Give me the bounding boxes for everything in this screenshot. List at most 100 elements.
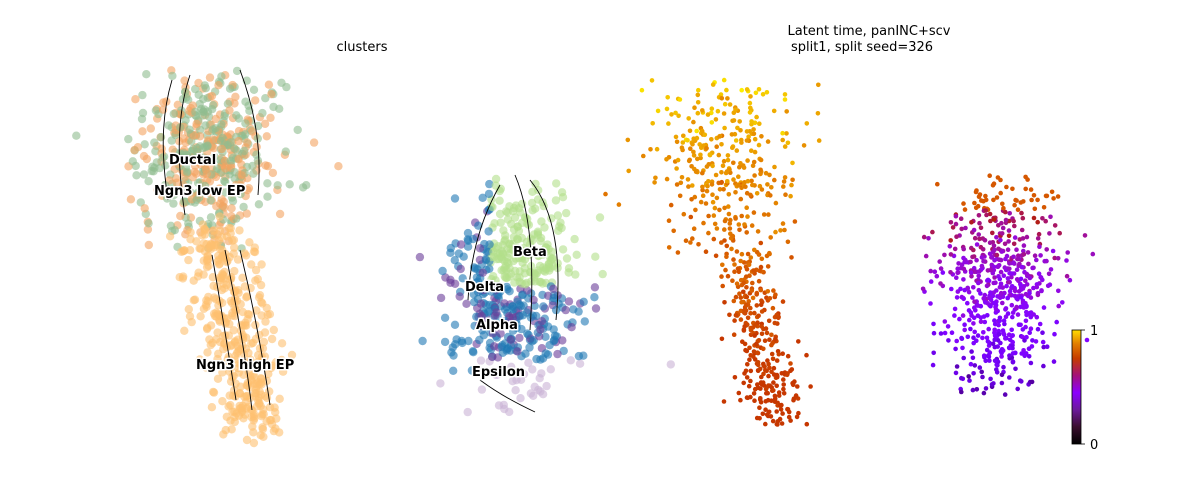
cell-point xyxy=(574,307,583,316)
cell-point xyxy=(675,250,681,255)
cell-point xyxy=(948,220,954,225)
cell-point xyxy=(235,359,244,368)
cell-point xyxy=(765,139,771,144)
cell-point xyxy=(781,377,786,382)
cell-point xyxy=(126,195,136,204)
cell-point xyxy=(985,301,990,306)
cell-point xyxy=(958,216,964,221)
cell-point xyxy=(254,200,264,209)
cell-point xyxy=(930,229,935,235)
cell-point xyxy=(1024,312,1029,318)
cell-point xyxy=(727,102,733,107)
cell-point xyxy=(719,336,725,342)
cell-point xyxy=(1047,282,1053,288)
cell-point xyxy=(938,281,943,286)
cell-point xyxy=(524,358,533,367)
cell-point xyxy=(745,315,751,321)
cell-point xyxy=(774,383,779,389)
cell-point xyxy=(945,324,951,329)
cell-point xyxy=(722,205,727,211)
cell-point xyxy=(541,332,550,341)
cell-point xyxy=(1029,197,1034,203)
cell-point xyxy=(720,163,726,168)
cell-point xyxy=(959,226,964,232)
cell-point xyxy=(1043,193,1049,199)
cell-point xyxy=(998,269,1004,275)
cell-point xyxy=(263,192,272,201)
cell-point xyxy=(1028,187,1034,192)
cell-point xyxy=(505,407,514,417)
cell-point xyxy=(737,119,742,124)
cell-point xyxy=(167,136,176,145)
cell-point xyxy=(549,284,558,293)
cell-point xyxy=(780,299,786,304)
cell-point xyxy=(153,185,162,194)
cell-point xyxy=(1016,289,1022,294)
cell-point xyxy=(1030,265,1035,271)
cell-point xyxy=(1005,295,1010,301)
cell-point xyxy=(272,357,281,367)
cell-point xyxy=(734,281,740,287)
cell-point xyxy=(726,192,732,197)
cell-point xyxy=(796,339,801,344)
cell-point xyxy=(975,303,981,308)
cell-point xyxy=(229,235,239,245)
cell-point xyxy=(131,95,140,104)
velocity-stream xyxy=(467,184,501,301)
cell-point xyxy=(501,231,510,240)
cell-point xyxy=(759,187,765,192)
cell-point xyxy=(747,110,753,115)
cell-point xyxy=(763,407,768,413)
cell-point xyxy=(269,325,278,335)
cell-point xyxy=(680,140,686,145)
cell-point xyxy=(756,278,762,284)
cell-point xyxy=(450,320,460,329)
cell-point xyxy=(722,101,728,107)
cell-point xyxy=(542,381,551,391)
cell-point xyxy=(948,238,953,243)
cell-point xyxy=(1037,244,1042,249)
cell-point xyxy=(523,329,532,338)
cell-point xyxy=(930,362,936,368)
cell-point xyxy=(722,227,727,232)
cell-point xyxy=(1041,205,1047,210)
cell-point xyxy=(463,228,473,238)
cell-point xyxy=(169,190,179,200)
cell-point xyxy=(132,171,141,180)
cell-point xyxy=(816,138,822,143)
cell-point xyxy=(475,244,485,253)
cell-point xyxy=(789,367,795,372)
cell-point xyxy=(972,299,977,305)
cell-point xyxy=(515,333,524,343)
cell-point xyxy=(668,202,674,208)
cell-point xyxy=(1028,295,1034,300)
cell-point xyxy=(759,324,764,329)
cell-point xyxy=(769,185,774,190)
cell-point xyxy=(751,349,757,354)
velocity-stream xyxy=(224,249,253,411)
cell-point xyxy=(786,414,792,420)
cell-point xyxy=(987,211,993,217)
cell-point xyxy=(681,133,686,139)
cell-point xyxy=(217,144,226,154)
cell-point xyxy=(774,409,779,414)
cell-point xyxy=(485,179,494,189)
cell-point xyxy=(139,170,149,179)
cell-point xyxy=(981,259,986,264)
cell-point xyxy=(219,430,228,439)
cell-point xyxy=(986,326,991,332)
cell-point xyxy=(685,177,691,182)
cell-point xyxy=(1052,331,1057,337)
cell-point xyxy=(952,306,958,312)
cell-point xyxy=(983,358,988,364)
cell-point xyxy=(673,110,678,116)
cell-point xyxy=(722,218,728,224)
cell-point xyxy=(993,280,998,286)
cell-point xyxy=(503,285,512,294)
cell-point xyxy=(206,340,215,350)
cell-point xyxy=(748,368,754,374)
latent-time-scatter xyxy=(603,77,1096,427)
cell-point xyxy=(713,117,719,122)
cell-point xyxy=(590,293,599,302)
cell-point xyxy=(1033,339,1039,344)
